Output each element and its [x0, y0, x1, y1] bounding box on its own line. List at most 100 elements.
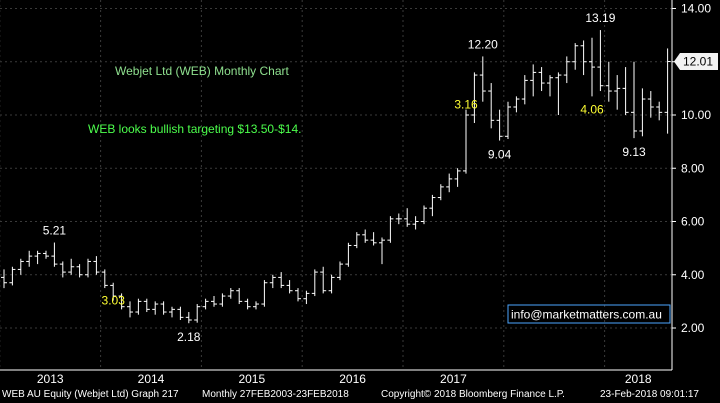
ohlc-bar	[589, 37, 595, 97]
price-label: 3.03	[102, 294, 126, 308]
ohlc-bar	[463, 109, 469, 174]
ohlc-bar	[303, 290, 310, 305]
watermark-box: info@marketmatters.com.au	[507, 304, 671, 324]
ohlc-bar	[143, 298, 150, 313]
ohlc-bar	[555, 72, 562, 115]
ohlc-bar	[471, 72, 478, 123]
ohlc-bar	[647, 91, 654, 118]
y-tick-label: 14.00	[681, 2, 711, 16]
ohlc-bar	[547, 75, 553, 97]
ohlc-bar	[614, 75, 621, 110]
x-tick-label: 2013	[37, 372, 64, 386]
ohlc-bar	[563, 56, 570, 84]
y-tick-label: 6.00	[681, 215, 705, 229]
ohlc-bar	[127, 301, 133, 318]
ohlc-bar	[622, 67, 629, 115]
ohlc-bar	[538, 67, 545, 92]
ohlc-bar	[496, 109, 503, 141]
ohlc-bar	[160, 301, 167, 315]
ohlc-bar	[513, 96, 520, 113]
price-label: 12.20	[468, 37, 498, 51]
ohlc-bar	[93, 256, 100, 275]
ohlc-bar	[320, 266, 327, 294]
ohlc-bar	[345, 242, 352, 267]
ohlc-bar	[253, 301, 259, 310]
ohlc-bar	[17, 258, 24, 275]
ohlc-bar	[244, 298, 251, 310]
ohlc-bar	[404, 208, 411, 227]
ohlc-bar	[227, 288, 234, 299]
ohlc-bar	[597, 30, 604, 92]
ohlc-bar	[85, 258, 91, 278]
chart-title: Webjet Ltd (WEB) Monthly Chart	[115, 64, 290, 78]
ohlc-bar	[261, 280, 268, 307]
ohlc-bar	[211, 296, 217, 307]
ohlc-bar	[286, 280, 293, 294]
ohlc-bar	[110, 282, 117, 301]
footer: WEB AU Equity (Webjet Ltd) Graph 217 Mon…	[0, 387, 720, 403]
chart-annotation: WEB looks bullish targeting $13.50-$14.	[88, 122, 301, 136]
ohlc-bar	[51, 242, 58, 267]
price-label: 13.19	[585, 11, 615, 25]
price-labels: 5.21 3.03 2.18 12.20 3.16 9.04 13.19 4.06 9.13	[43, 11, 646, 344]
ohlc-bar	[202, 298, 209, 310]
ohlc-bar	[429, 194, 436, 217]
price-label: 5.21	[43, 224, 67, 238]
ohlc-bar	[454, 168, 461, 187]
ohlc-bar	[194, 304, 201, 323]
x-tick-label: 2014	[138, 372, 165, 386]
ohlc-bar	[177, 306, 184, 321]
footer-period: Monthly 27FEB2003-23FEB2018	[202, 389, 349, 400]
ohlc-bar	[572, 43, 579, 70]
ohlc-bar	[353, 232, 360, 249]
ohlc-bar	[236, 288, 243, 305]
ohlc-bar	[76, 264, 83, 278]
ohlc-bar	[185, 312, 192, 324]
ohlc-bar	[421, 205, 427, 225]
ohlc-bar	[437, 184, 444, 201]
ohlc-bar	[505, 101, 511, 139]
x-tick-label: 2016	[339, 372, 366, 386]
ohlc-bar	[337, 261, 343, 281]
ohlc-bar	[118, 293, 125, 310]
footer-copyright: Copyright© 2018 Bloomberg Finance L.P.	[381, 389, 565, 400]
ohlc-bar	[101, 269, 108, 289]
y-tick-label: 4.00	[681, 268, 705, 282]
ohlc-bar	[521, 75, 528, 105]
ohlc-bar	[362, 229, 369, 243]
price-label: 3.16	[454, 97, 478, 111]
ohlc-bar	[446, 173, 453, 193]
ohlc-bar	[580, 40, 587, 76]
ohlc-bar	[412, 216, 419, 230]
ohlc-bar	[488, 83, 495, 129]
ohlc-bar	[664, 48, 671, 134]
ohlc-bar	[278, 272, 285, 289]
ohlc-bar	[639, 88, 646, 137]
price-label: 4.06	[580, 103, 604, 117]
ohlc-bar	[68, 258, 75, 275]
ohlc-bar	[169, 306, 175, 318]
ohlc-bar	[152, 301, 159, 315]
grid-lines	[0, 0, 672, 370]
ohlc-bar	[656, 101, 663, 121]
x-tick-label: 2015	[238, 372, 265, 386]
last-price-tag: 12.01	[674, 53, 718, 70]
y-tick-label: 2.00	[681, 321, 705, 335]
price-label: 2.18	[177, 330, 201, 344]
ohlc-bar	[1, 269, 7, 289]
last-price-value: 12.01	[683, 55, 713, 69]
ohlc-bar	[395, 213, 402, 225]
ohlc-bar	[295, 288, 301, 302]
ohlc-bar	[34, 250, 41, 265]
ohlc-bar	[387, 216, 394, 243]
price-label: 9.13	[622, 145, 646, 159]
ohlc-bar	[135, 298, 142, 315]
ohlc-bar	[530, 64, 537, 97]
ohlc-bar	[9, 266, 16, 286]
ohlc-bar	[370, 232, 377, 246]
ohlc-bars	[1, 30, 671, 324]
ohlc-bar	[631, 61, 637, 139]
ohlc-bar	[605, 61, 612, 102]
